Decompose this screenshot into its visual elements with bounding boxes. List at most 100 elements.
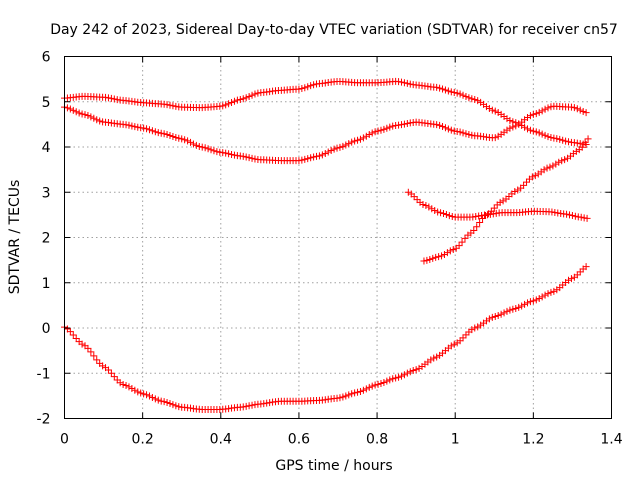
data-point-marker xyxy=(148,127,156,135)
data-point-marker xyxy=(439,122,447,130)
data-point-marker xyxy=(422,202,430,210)
x-tick-label: 1.4 xyxy=(600,432,622,448)
data-point-marker xyxy=(579,107,587,115)
data-point-marker xyxy=(456,90,464,98)
series-series-3 xyxy=(404,188,591,222)
data-point-marker xyxy=(143,391,151,399)
data-point-marker xyxy=(198,143,206,151)
data-point-marker xyxy=(528,173,536,181)
data-point-marker xyxy=(84,344,92,352)
data-point-marker xyxy=(434,208,442,216)
data-point-marker xyxy=(437,209,445,217)
data-point-marker xyxy=(137,389,145,397)
data-point-marker xyxy=(389,122,397,130)
data-point-marker xyxy=(476,218,484,226)
data-point-marker xyxy=(459,91,467,99)
data-point-marker xyxy=(496,198,504,206)
data-point-marker xyxy=(119,381,127,389)
data-point-marker xyxy=(204,145,212,153)
x-tick-label: 1 xyxy=(451,432,460,448)
data-point-marker xyxy=(544,104,552,112)
data-point-marker xyxy=(128,385,136,393)
data-point-marker xyxy=(444,125,452,133)
data-point-marker xyxy=(131,123,139,131)
data-point-marker xyxy=(383,377,391,385)
data-point-marker xyxy=(529,110,537,118)
data-point-marker xyxy=(140,124,148,132)
data-point-marker xyxy=(515,303,523,311)
data-point-marker xyxy=(140,390,148,398)
data-point-marker xyxy=(354,136,362,144)
data-point-marker xyxy=(488,313,496,321)
data-point-marker xyxy=(578,143,586,151)
x-tick-label: 0 xyxy=(60,432,69,448)
data-point-marker xyxy=(345,391,353,399)
data-point-marker xyxy=(472,213,480,221)
y-tick-label: 0 xyxy=(42,321,51,337)
x-tick-label: 0.6 xyxy=(288,432,310,448)
data-point-marker xyxy=(447,342,455,350)
data-point-marker xyxy=(571,212,579,220)
data-point-marker xyxy=(531,172,539,180)
data-point-marker xyxy=(93,116,101,124)
data-point-marker xyxy=(566,211,573,219)
data-point-marker xyxy=(556,135,564,143)
data-point-marker xyxy=(163,101,171,109)
data-point-marker xyxy=(532,128,540,136)
data-point-marker xyxy=(499,197,507,205)
data-point-marker xyxy=(567,103,575,111)
data-point-marker xyxy=(239,95,247,103)
data-point-marker xyxy=(172,133,180,141)
data-point-marker xyxy=(172,402,180,410)
data-point-marker xyxy=(87,113,95,121)
data-point-marker xyxy=(236,95,244,103)
data-point-marker xyxy=(351,137,359,145)
x-tick-label: 0.2 xyxy=(132,432,154,448)
data-point-marker xyxy=(395,373,403,381)
data-point-marker xyxy=(540,166,548,174)
data-point-marker xyxy=(301,155,309,163)
data-point-marker xyxy=(66,328,74,336)
data-point-marker xyxy=(365,383,373,391)
data-point-marker xyxy=(145,392,153,400)
data-point-marker xyxy=(583,214,591,222)
data-point-marker xyxy=(75,109,83,117)
data-point-marker xyxy=(526,298,534,306)
data-point-marker xyxy=(143,125,151,133)
data-point-marker xyxy=(481,212,489,220)
data-point-marker xyxy=(420,257,428,265)
data-point-marker xyxy=(160,130,168,138)
data-point-marker xyxy=(567,275,575,283)
data-point-marker xyxy=(69,106,77,114)
data-point-marker xyxy=(397,372,405,380)
data-point-marker xyxy=(342,141,350,149)
data-point-marker xyxy=(439,85,447,93)
data-point-marker xyxy=(520,181,528,189)
data-point-marker xyxy=(169,102,177,110)
data-point-marker xyxy=(356,135,364,143)
x-tick-label: 0.8 xyxy=(366,432,388,448)
data-point-marker xyxy=(538,130,546,138)
data-point-marker xyxy=(386,123,394,131)
data-point-marker xyxy=(201,144,209,152)
data-point-marker xyxy=(580,214,588,222)
data-point-marker xyxy=(471,324,479,332)
data-point-marker xyxy=(558,157,566,165)
data-point-marker xyxy=(555,158,563,166)
y-tick-label: 4 xyxy=(42,140,51,156)
data-point-marker xyxy=(485,315,493,323)
grid-lines xyxy=(64,56,612,419)
data-point-marker xyxy=(535,295,543,303)
data-point-marker xyxy=(374,127,382,135)
data-point-marker xyxy=(442,211,450,219)
data-point-marker xyxy=(506,124,514,132)
y-tick-label: 1 xyxy=(42,276,51,292)
data-point-marker xyxy=(242,94,250,102)
data-point-marker xyxy=(307,154,315,162)
data-point-marker xyxy=(184,137,192,145)
data-point-marker xyxy=(433,121,441,129)
series-series-5 xyxy=(61,263,590,413)
data-point-marker xyxy=(134,388,142,396)
data-point-marker xyxy=(526,112,534,120)
data-point-marker xyxy=(551,208,559,216)
